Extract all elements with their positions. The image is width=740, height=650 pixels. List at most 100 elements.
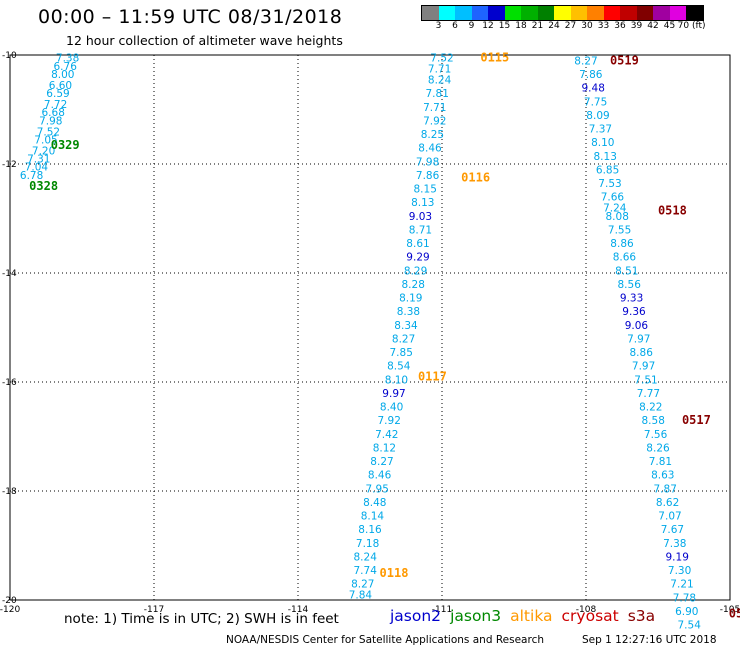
swh-value: 7.20 [32, 145, 55, 157]
x-tick-label: -111 [432, 605, 452, 615]
pass-time-label: 0328 [29, 179, 58, 193]
legend-note: note: 1) Time is in UTC; 2) SWH is in fe… [64, 611, 339, 627]
swh-value: 7.71 [423, 102, 446, 114]
swh-value: 8.61 [406, 238, 429, 250]
swh-value: 7.97 [632, 361, 655, 373]
swh-value: 7.81 [649, 456, 672, 468]
swh-value: 7.67 [661, 524, 684, 536]
y-tick-label: -18 [2, 487, 17, 497]
swh-value: 8.46 [368, 470, 392, 482]
swh-value: 7.53 [598, 178, 621, 190]
swh-value: 7.98 [416, 156, 439, 168]
swh-value: 8.00 [51, 69, 74, 81]
colorbar-label: 3 [435, 21, 442, 31]
plot-frame [9, 54, 731, 601]
x-tick-label: -117 [144, 605, 164, 615]
swh-value: 7.72 [44, 99, 67, 111]
page-title: 00:00 – 11:59 UTC 08/31/2018 [38, 6, 343, 28]
swh-value: 8.10 [591, 137, 614, 149]
swh-value: 7.55 [608, 224, 631, 236]
legend-jason2: jason2 [390, 607, 442, 625]
colorbar-swatch [471, 6, 488, 20]
colorbar-swatch [653, 6, 670, 20]
swh-value: 9.48 [582, 83, 605, 95]
colorbar-label: 70 (ft) [677, 21, 706, 31]
swh-value: 7.74 [354, 565, 378, 577]
y-tick-label: -10 [2, 51, 17, 61]
swh-value: 7.37 [589, 124, 612, 136]
pass-time-label: 0519 [610, 53, 639, 67]
swh-value: 7.56 [644, 429, 668, 441]
swh-value: 8.19 [399, 293, 422, 305]
colorbar-swatch [686, 6, 703, 20]
legend-s3a: s3a [627, 607, 656, 625]
swh-value: 7.07 [658, 511, 681, 523]
swh-value: 9.03 [409, 211, 432, 223]
swh-value: 7.51 [634, 374, 657, 386]
swh-value: 7.81 [426, 88, 449, 100]
colorbar-label: 18 [515, 21, 527, 31]
pass-time-label: 051 [729, 607, 740, 621]
legend-altika: altika [510, 607, 553, 625]
swh-value: 8.22 [639, 402, 662, 414]
swh-value: 8.86 [630, 347, 654, 359]
swh-value: 8.56 [618, 279, 642, 291]
footer-timestamp: Sep 1 12:27:16 UTC 2018 [582, 634, 717, 646]
swh-value: 7.52 [37, 126, 60, 138]
swh-value: 8.48 [363, 497, 386, 509]
colorbar-label: 42 [647, 21, 659, 31]
pass-time-label: 0329 [51, 138, 80, 152]
colorbar-label: 24 [548, 21, 560, 31]
colorbar-swatch [537, 6, 554, 20]
swh-value: 8.63 [651, 470, 674, 482]
swh-value: 8.27 [574, 55, 597, 67]
satellite-legend: jason2 jason3 altika cryosat s3a [390, 607, 664, 625]
swh-value: 7.54 [678, 620, 702, 632]
pass-time-label: 0116 [461, 171, 490, 185]
swh-value: 7.78 [673, 592, 696, 604]
swh-value: 9.97 [382, 388, 405, 400]
swh-value: 7.86 [579, 69, 603, 81]
swh-value: 7.92 [378, 415, 401, 427]
swh-value: 6.76 [54, 61, 78, 73]
swh-value: 7.66 [601, 192, 625, 204]
swh-value: 9.33 [620, 293, 643, 305]
swh-value: 9.29 [406, 252, 429, 264]
colorbar-swatch [669, 6, 686, 20]
swh-value: 8.40 [380, 402, 403, 414]
swh-value: 8.29 [404, 265, 427, 277]
swh-value: 8.25 [421, 129, 444, 141]
swh-value: 7.04 [25, 162, 49, 174]
swh-value: 9.06 [625, 320, 649, 332]
pass-time-label: 0517 [682, 413, 711, 427]
swh-value: 8.15 [414, 184, 437, 196]
swh-value: 8.13 [594, 151, 617, 163]
x-tick-label: -120 [0, 605, 20, 615]
swh-value: 7.77 [637, 388, 660, 400]
swh-value: 7.52 [430, 53, 453, 65]
page-subtitle: 12 hour collection of altimeter wave hei… [66, 33, 343, 48]
colorbar-label: 39 [630, 21, 643, 31]
colorbar-label: 45 [663, 21, 676, 31]
colorbar-swatch [521, 6, 538, 20]
y-tick-label: -16 [2, 378, 17, 388]
swh-value: 6.68 [42, 107, 65, 119]
swh-value: 7.21 [670, 579, 693, 591]
x-tick-label: -114 [288, 605, 309, 615]
swh-value: 9.19 [666, 551, 689, 563]
swh-value: 8.51 [615, 265, 638, 277]
colorbar-swatch [603, 6, 620, 20]
colorbar-label: 27 [564, 21, 577, 31]
swh-value: 8.46 [418, 143, 442, 155]
swh-value: 7.31 [27, 154, 50, 166]
swh-value: 8.27 [351, 579, 374, 591]
swh-value: 8.28 [402, 279, 425, 291]
colorbar-label: 6 [452, 21, 458, 31]
swh-value: 7.18 [356, 538, 379, 550]
x-tick-label: -105 [720, 605, 740, 615]
swh-value: 7.84 [349, 590, 373, 602]
swh-value: 7.30 [668, 565, 691, 577]
swh-value: 8.09 [586, 110, 609, 122]
colorbar-swatch [636, 6, 653, 20]
colorbar-swatch [422, 6, 439, 20]
